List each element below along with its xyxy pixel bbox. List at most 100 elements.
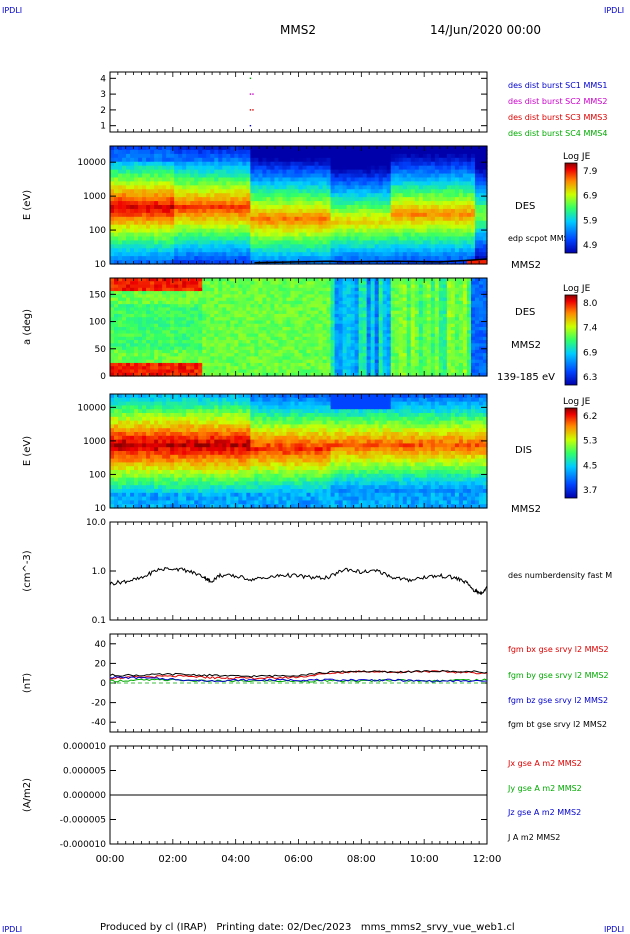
heatmap-cell <box>282 281 288 286</box>
heatmap-cell <box>194 307 199 312</box>
heatmap-cell <box>190 304 195 308</box>
heatmap-cell <box>198 294 203 299</box>
heatmap-cell <box>330 185 336 190</box>
heatmap-cell <box>262 197 268 202</box>
heatmap-cell <box>118 185 123 190</box>
heatmap-cell <box>318 252 324 257</box>
heatmap-cell <box>154 333 159 338</box>
heatmap-cell <box>346 333 352 338</box>
heatmap-cell <box>218 149 223 155</box>
heatmap-cell <box>190 153 195 159</box>
heatmap-cell <box>250 310 255 315</box>
heatmap-cell <box>294 244 300 249</box>
heatmap-cell <box>350 353 356 357</box>
heatmap-cell <box>130 177 135 182</box>
heatmap-cell <box>310 349 316 354</box>
heatmap-cell <box>338 356 344 361</box>
heatmap-cell <box>342 323 348 328</box>
heatmap-cell <box>318 197 324 202</box>
heatmap-cell <box>290 278 296 282</box>
heatmap-cell <box>286 369 292 374</box>
heatmap-cell <box>174 333 179 338</box>
heatmap-cell <box>150 307 155 312</box>
heatmap-cell <box>110 161 115 167</box>
heatmap-cell <box>110 327 115 331</box>
heatmap-cell <box>126 310 131 315</box>
heatmap-cell <box>234 323 239 328</box>
heatmap-cell <box>178 189 183 194</box>
heatmap-cell <box>362 297 368 302</box>
heatmap-cell <box>426 157 432 163</box>
heatmap-cell <box>246 157 251 163</box>
heatmap-cell <box>418 185 424 190</box>
heatmap-cell <box>286 317 292 322</box>
heatmap-cell <box>430 157 436 163</box>
heatmap-cell <box>362 149 368 155</box>
heatmap-cell <box>194 240 199 245</box>
heatmap-cell <box>294 291 300 295</box>
heatmap-cell <box>138 244 143 249</box>
heatmap-cell <box>330 317 336 322</box>
heatmap-cell <box>238 197 243 202</box>
heatmap-cell <box>318 369 324 374</box>
heatmap-cell <box>474 173 480 179</box>
heatmap-cell <box>306 189 312 194</box>
heatmap-cell <box>386 252 392 257</box>
heatmap-cell <box>214 366 219 371</box>
heatmap-cell <box>270 284 276 289</box>
heatmap-cell <box>206 216 211 222</box>
heatmap-cell <box>234 224 239 230</box>
heatmap-cell <box>134 291 139 295</box>
heatmap-cell <box>202 181 207 186</box>
heatmap-cell <box>162 343 167 348</box>
heatmap-cell <box>318 359 324 364</box>
heatmap-cell <box>270 157 276 163</box>
heatmap-cell <box>310 327 316 331</box>
heatmap-cell <box>174 310 179 315</box>
heatmap-cell <box>398 185 404 190</box>
heatmap-cell <box>322 323 328 328</box>
heatmap-cell <box>146 366 151 371</box>
heatmap-cell <box>446 220 452 226</box>
heatmap-cell <box>430 146 436 151</box>
heatmap-cell <box>422 153 428 159</box>
heatmap-cell <box>370 248 376 253</box>
heatmap-cell <box>194 224 199 230</box>
heatmap-cell <box>474 189 480 194</box>
heatmap-cell <box>142 336 147 341</box>
heatmap-cell <box>294 323 300 328</box>
heatmap-cell <box>186 212 191 218</box>
heatmap-cell <box>314 320 320 325</box>
heatmap-cell <box>138 201 143 206</box>
heatmap-cell <box>114 281 119 286</box>
heatmap-cell <box>378 185 384 190</box>
heatmap-cell <box>426 161 432 167</box>
heatmap-cell <box>182 320 187 325</box>
heatmap-cell <box>186 304 191 308</box>
heatmap-cell <box>170 216 175 222</box>
heatmap-cell <box>234 205 239 210</box>
heatmap-cell <box>270 287 276 292</box>
heatmap-cell <box>302 336 308 341</box>
heatmap-cell <box>158 224 163 230</box>
heatmap-cell <box>186 333 191 338</box>
heatmap-cell <box>182 248 187 253</box>
heatmap-cell <box>390 185 396 190</box>
heatmap-cell <box>322 340 328 344</box>
heatmap-cell <box>394 161 400 167</box>
heatmap-cell <box>246 349 251 354</box>
heatmap-cell <box>478 224 484 230</box>
heatmap-cell <box>238 232 243 238</box>
heatmap-cell <box>310 320 316 325</box>
heatmap-cell <box>326 343 332 348</box>
heatmap-cell <box>186 161 191 167</box>
heatmap-cell <box>362 372 368 377</box>
heatmap-cell <box>278 353 284 357</box>
heatmap-cell <box>338 291 344 295</box>
heatmap-cell <box>362 228 368 234</box>
heatmap-cell <box>146 320 151 325</box>
heatmap-cell <box>110 300 115 305</box>
heatmap-cell <box>342 313 348 318</box>
heatmap-cell <box>126 343 131 348</box>
heatmap-cell <box>246 359 251 364</box>
